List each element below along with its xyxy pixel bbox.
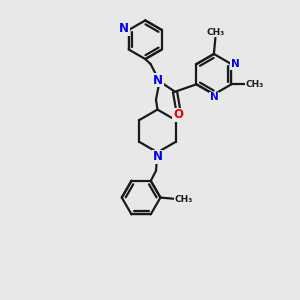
Text: N: N <box>119 22 129 35</box>
Text: O: O <box>173 108 183 122</box>
Text: N: N <box>209 92 218 102</box>
Text: CH₃: CH₃ <box>206 28 224 37</box>
Text: CH₃: CH₃ <box>245 80 263 89</box>
Text: CH₃: CH₃ <box>174 194 192 203</box>
Text: N: N <box>231 59 239 69</box>
Text: N: N <box>153 74 164 87</box>
Text: N: N <box>152 150 163 163</box>
